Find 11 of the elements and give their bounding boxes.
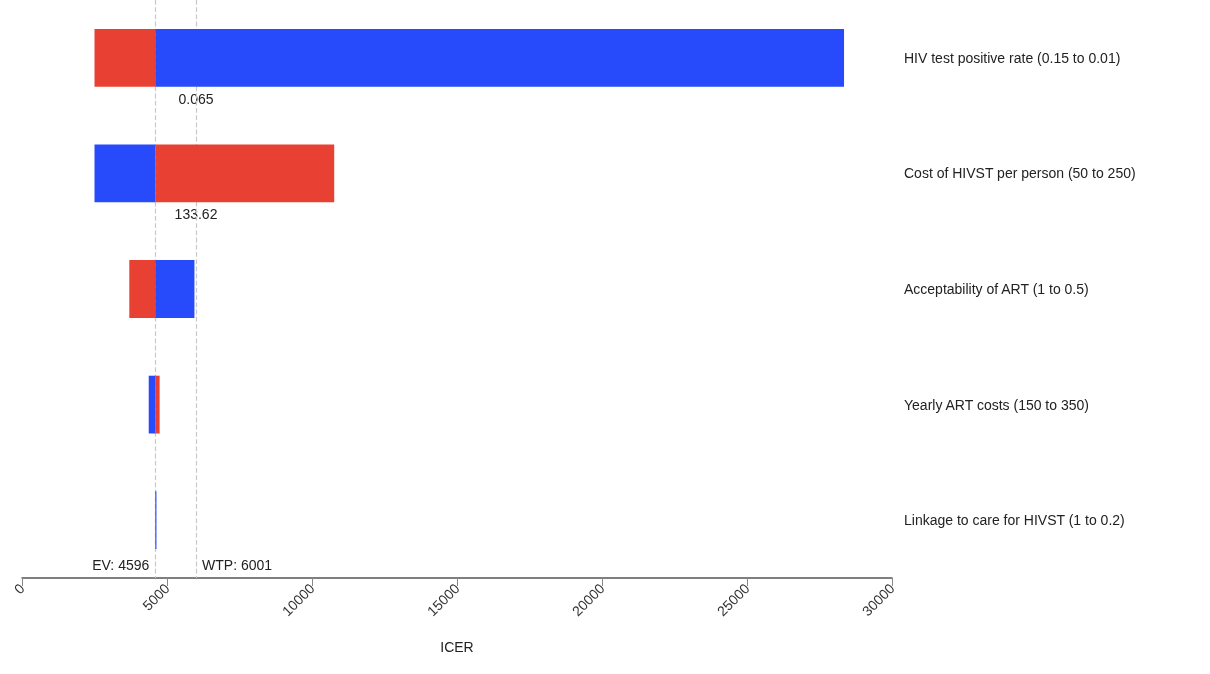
y-tick-label: Acceptability of ART (1 to 0.5)	[904, 281, 1089, 297]
ref-line-label: EV: 4596	[92, 557, 150, 573]
y-tick-label: Linkage to care for HIVST (1 to 0.2)	[904, 512, 1125, 529]
annotation: 133.62	[174, 206, 218, 223]
annotation: 0.065	[178, 90, 214, 107]
x-tick-label: 0	[10, 580, 28, 598]
ref-line-label: WTP: 6001	[202, 557, 273, 573]
y-tick-label: HIV test positive rate (0.15 to 0.01)	[904, 49, 1121, 66]
y-tick-label: Cost of HIVST per person (50 to 250)	[904, 165, 1136, 182]
y-tick-label: Yearly ART costs (150 to 350)	[904, 396, 1089, 413]
x-axis-title: ICER	[440, 639, 474, 655]
